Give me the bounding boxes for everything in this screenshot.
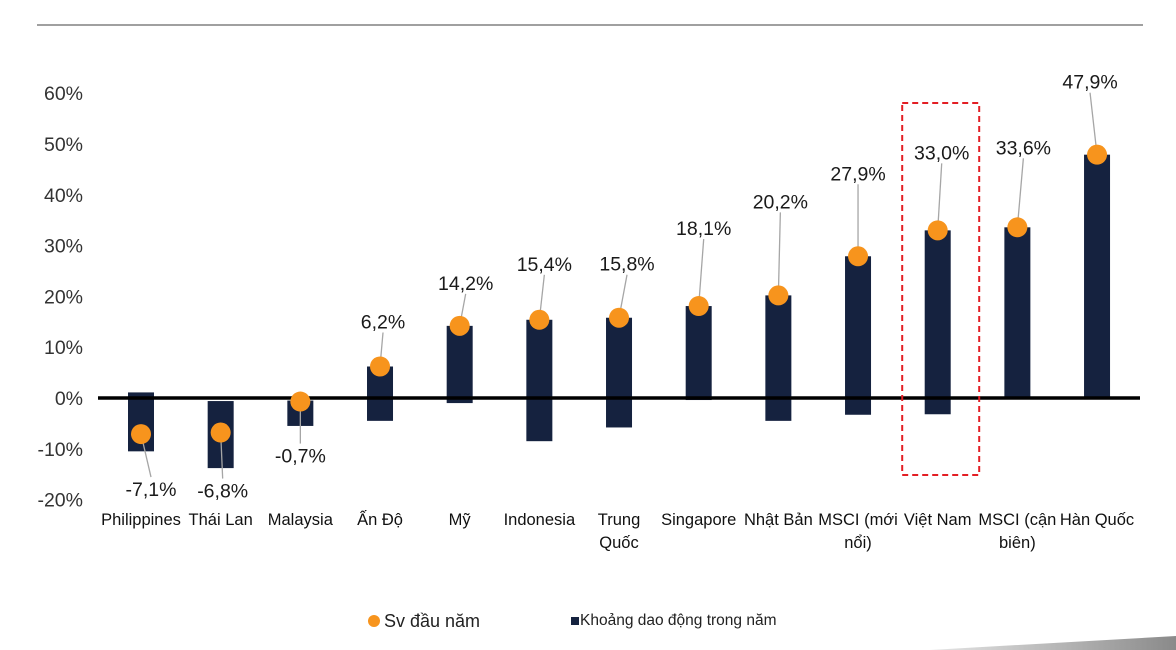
- marker-philippines: [131, 424, 151, 445]
- leader-line-viet-nam: [937, 163, 943, 231]
- marker-an-do: [370, 356, 391, 377]
- y-tick-label-minus-10: -10%: [37, 439, 83, 461]
- value-label-malaysia: -0,7%: [275, 446, 326, 468]
- category-label-msci-moi-noi: MSCI (mới nổi): [818, 511, 898, 552]
- category-label-trung-quoc: Trung Quốc: [597, 511, 641, 552]
- range-bar-trung-quoc: [606, 317, 633, 428]
- y-tick-label-10: 10%: [44, 337, 83, 359]
- range-bar-han-quoc: [1084, 154, 1111, 400]
- value-label-viet-nam: 33,0%: [914, 142, 969, 164]
- marker-han-quoc: [1087, 144, 1108, 165]
- y-tick-label-20: 20%: [44, 286, 83, 308]
- value-label-an-do: 6,2%: [361, 312, 405, 334]
- highlight-box: [901, 102, 981, 476]
- value-label-thai-lan: -6,8%: [197, 481, 248, 503]
- y-tick-label-40: 40%: [44, 185, 83, 207]
- range-bar-singapore: [685, 306, 712, 401]
- leader-line-msci-can-bien: [1016, 158, 1025, 228]
- legend-swatch-khoang-dao-dong: [571, 617, 579, 625]
- category-label-an-do: Ấn Độ: [357, 511, 403, 529]
- y-tick-label-minus-20: -20%: [37, 490, 83, 512]
- category-label-philippines: Philippines: [101, 511, 181, 529]
- value-label-msci-can-bien: 33,6%: [996, 137, 1051, 159]
- range-bar-msci-can-bien: [1004, 227, 1031, 400]
- marker-trung-quoc: [609, 307, 630, 328]
- category-label-thai-lan: Thái Lan: [188, 511, 253, 529]
- leader-line-han-quoc: [1089, 92, 1098, 155]
- marker-nhat-ban: [768, 285, 789, 306]
- category-label-nhat-ban: Nhật Bản: [743, 511, 813, 529]
- value-label-my: 14,2%: [438, 273, 493, 295]
- category-label-viet-nam: Việt Nam: [903, 511, 972, 529]
- legend-label-khoang-dao-dong: Khoảng dao động trong năm: [580, 612, 777, 629]
- legend-swatch-sv-dau-nam: [368, 615, 380, 627]
- y-tick-label-50: 50%: [44, 134, 83, 156]
- range-bar-my: [446, 325, 473, 404]
- category-label-singapore: Singapore: [661, 511, 737, 529]
- marker-indonesia: [529, 309, 550, 330]
- marker-singapore: [688, 296, 709, 317]
- y-tick-label-0: 0%: [55, 388, 83, 410]
- leader-line-singapore: [698, 239, 705, 307]
- value-label-msci-moi-noi: 27,9%: [830, 163, 885, 185]
- category-label-malaysia: Malaysia: [267, 511, 333, 529]
- value-label-trung-quoc: 15,8%: [599, 254, 654, 276]
- markers: [131, 144, 1108, 445]
- marker-msci-can-bien: [1007, 217, 1028, 238]
- leader-line-nhat-ban: [777, 212, 782, 296]
- category-label-indonesia: Indonesia: [503, 511, 576, 529]
- legend-label-sv-dau-nam: Sv đầu năm: [384, 611, 481, 631]
- range-bar-msci-moi-noi: [845, 256, 872, 415]
- range-bar-nhat-ban: [765, 295, 792, 421]
- category-label-msci-can-bien: MSCI (cận biên): [978, 511, 1057, 552]
- marker-malaysia: [290, 391, 311, 412]
- range-bar-viet-nam: [924, 230, 951, 415]
- marker-my: [449, 315, 470, 336]
- corner-decoration: [930, 636, 1176, 650]
- marker-viet-nam: [927, 220, 948, 241]
- value-label-singapore: 18,1%: [676, 218, 731, 240]
- value-label-nhat-ban: 20,2%: [753, 191, 808, 213]
- value-label-indonesia: 15,4%: [517, 254, 572, 276]
- value-label-philippines: -7,1%: [126, 479, 177, 501]
- value-labels: -7,1% -6,8% -0,7% 6,2% 14,2% 15,4% 15,8% 18,1% 2…: [126, 72, 1118, 503]
- y-tick-label-60: 60%: [44, 83, 83, 105]
- category-label-my: Mỹ: [448, 511, 471, 529]
- y-tick-label-30: 30%: [44, 236, 83, 258]
- y-axis: 60% 50% 40% 30% 20% 10% 0% -10% -20%: [37, 83, 83, 511]
- category-label-han-quoc: Hàn Quốc: [1059, 511, 1135, 529]
- marker-thai-lan: [210, 422, 231, 443]
- marker-msci-moi-noi: [848, 246, 869, 267]
- range-bar-indonesia: [526, 319, 553, 442]
- value-label-han-quoc: 47,9%: [1062, 72, 1117, 94]
